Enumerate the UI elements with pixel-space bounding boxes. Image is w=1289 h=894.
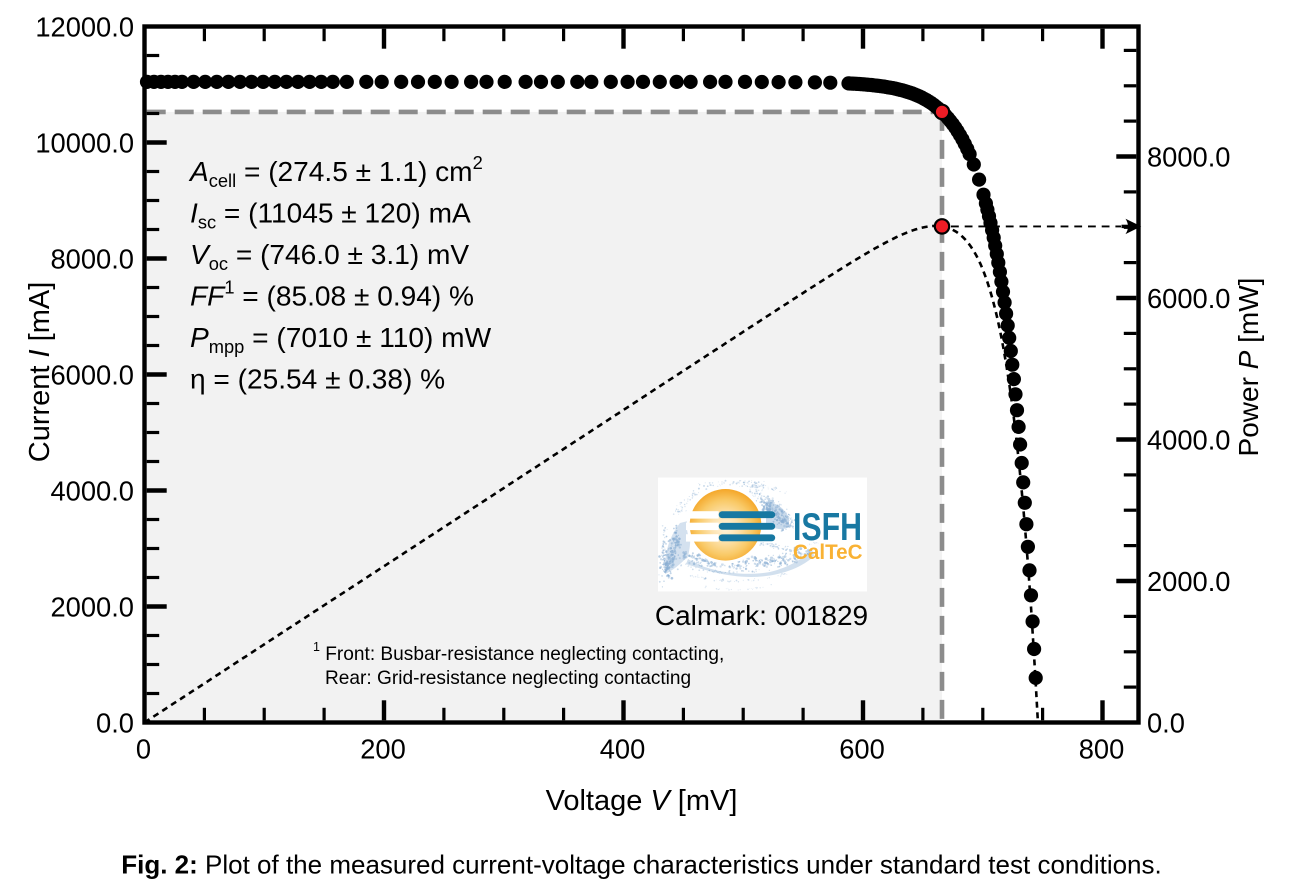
svg-text:12000.0: 12000.0 [35, 11, 134, 42]
svg-text:Voc = (746.0 ± 3.1) mV: Voc = (746.0 ± 3.1) mV [190, 239, 469, 274]
svg-text:10000.0: 10000.0 [35, 127, 134, 158]
svg-text:2000.0: 2000.0 [1147, 566, 1231, 597]
svg-text:Calmark: 001829: Calmark: 001829 [655, 600, 868, 631]
svg-text:FF1 = (85.08 ± 0.94) %: FF1 = (85.08 ± 0.94) % [190, 277, 474, 312]
svg-text:6000.0: 6000.0 [1147, 283, 1231, 314]
svg-text:8000.0: 8000.0 [1147, 141, 1231, 172]
svg-text:Acell = (274.5 ± 1.1) cm2: Acell = (274.5 ± 1.1) cm2 [188, 152, 483, 191]
svg-text:6000.0: 6000.0 [51, 359, 135, 390]
svg-text:Power P [mW]: Power P [mW] [1233, 278, 1264, 457]
svg-text:η = (25.54 ± 0.38) %: η = (25.54 ± 0.38) % [190, 364, 445, 395]
svg-text:600: 600 [839, 734, 885, 765]
svg-text:0.0: 0.0 [96, 707, 134, 738]
svg-text:Voltage V [mV]: Voltage V [mV] [546, 785, 738, 817]
svg-text:Rear: Grid-resistance neglecti: Rear: Grid-resistance neglecting contact… [325, 668, 691, 689]
svg-text:1 Front: Busbar-resistance neg: 1 Front: Busbar-resistance neglecting co… [313, 640, 724, 665]
svg-text:200: 200 [360, 734, 406, 765]
svg-text:800: 800 [1079, 734, 1125, 765]
svg-text:Pmpp = (7010 ± 110) mW: Pmpp = (7010 ± 110) mW [190, 322, 492, 357]
svg-text:CalTeC: CalTeC [793, 541, 863, 564]
svg-text:0: 0 [136, 734, 151, 765]
svg-text:4000.0: 4000.0 [1147, 424, 1231, 455]
svg-text:4000.0: 4000.0 [51, 475, 135, 506]
svg-text:ISFH: ISFH [793, 506, 862, 549]
svg-text:8000.0: 8000.0 [51, 243, 135, 274]
svg-text:400: 400 [600, 734, 646, 765]
svg-text:Fig. 2: Plot of the measured c: Fig. 2: Plot of the measured current-vol… [121, 850, 1162, 880]
svg-text:Current I [mA]: Current I [mA] [24, 282, 56, 463]
svg-text:2000.0: 2000.0 [51, 591, 135, 622]
svg-text:Isc = (11045 ± 120) mA: Isc = (11045 ± 120) mA [190, 198, 471, 233]
svg-text:0.0: 0.0 [1147, 707, 1185, 738]
